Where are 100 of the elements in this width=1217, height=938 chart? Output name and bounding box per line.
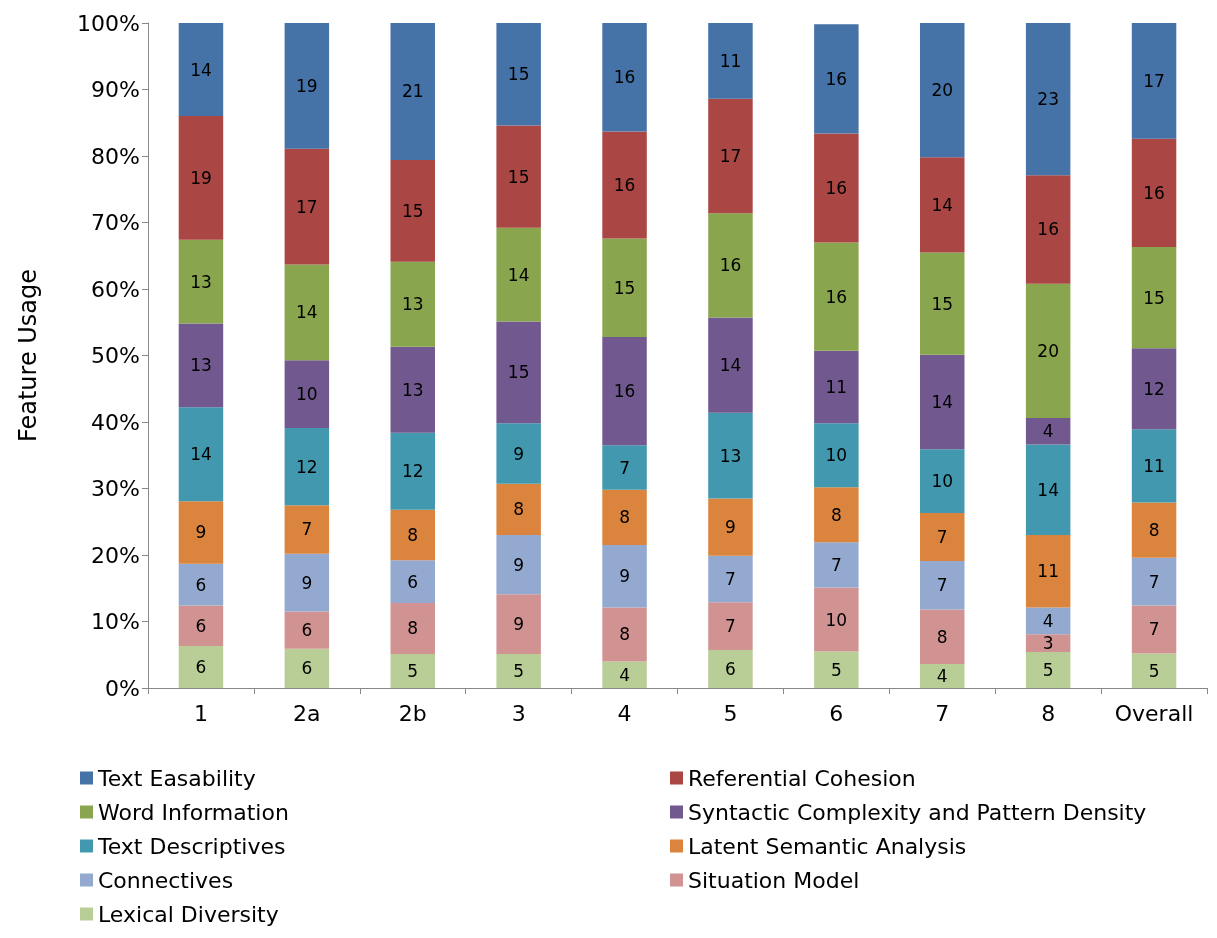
data-label: 16 [613, 174, 636, 195]
data-label: 11 [1037, 561, 1059, 582]
data-label: 6 [407, 571, 419, 592]
data-label: 19 [296, 75, 318, 96]
legend-label: Syntactic Complexity and Pattern Density [688, 799, 1147, 825]
bar [602, 607, 647, 662]
data-label: 17 [719, 146, 742, 166]
x-tick-label: 8 [1041, 700, 1056, 726]
bar [390, 602, 435, 655]
x-tick-label: 2a [293, 700, 321, 726]
bar [814, 133, 859, 243]
data-label: 14 [931, 392, 954, 413]
x-tick-label: 6 [829, 700, 844, 726]
data-label: 10 [296, 384, 318, 405]
x-tick-label: 5 [723, 700, 738, 726]
bar [920, 157, 965, 253]
data-label: 14 [719, 355, 742, 376]
data-label: 6 [725, 659, 736, 680]
data-label: 7 [619, 457, 630, 478]
bar [284, 648, 330, 688]
legend-label: Connectives [98, 867, 234, 893]
data-label: 7 [936, 575, 948, 596]
data-label: 8 [619, 624, 630, 645]
data-label: 3 [1042, 633, 1054, 654]
bar [1025, 652, 1071, 688]
y-tick-label: 80% [91, 143, 140, 169]
data-label: 16 [719, 255, 742, 276]
bar [602, 445, 647, 490]
data-label: 9 [619, 566, 630, 587]
y-tick-label: 10% [91, 609, 140, 634]
bar [602, 489, 647, 546]
data-label: 5 [513, 661, 525, 682]
data-label: 9 [301, 572, 313, 593]
data-label: 15 [931, 293, 954, 314]
data-label: 7 [725, 616, 736, 637]
bar [920, 664, 965, 688]
data-label: 14 [190, 444, 212, 465]
data-label: 12 [401, 461, 424, 482]
bar [708, 650, 753, 688]
bar [284, 148, 330, 265]
data-label: 4 [1042, 610, 1054, 631]
data-label: 8 [1148, 520, 1160, 541]
bar [1131, 605, 1177, 654]
bar [920, 23, 965, 158]
data-label: 8 [407, 618, 419, 639]
data-label: 7 [301, 519, 313, 540]
bar [1131, 247, 1177, 349]
data-label: 14 [931, 194, 954, 215]
legend-label: Word Information [98, 799, 289, 825]
y-tick-label: 90% [91, 77, 140, 102]
bar [496, 125, 541, 228]
data-label: 21 [401, 81, 424, 102]
bar [1025, 607, 1071, 635]
bar [708, 555, 753, 603]
legend-label: Lexical Diversity [98, 901, 279, 927]
x-tick-label: 4 [617, 700, 632, 726]
bar [814, 651, 859, 688]
y-tick-label: 0% [105, 675, 140, 701]
legend-label: Text Descriptives [97, 833, 286, 859]
data-label: 12 [296, 456, 318, 477]
bar [1025, 535, 1071, 608]
data-label: 11 [719, 50, 742, 71]
bar [178, 646, 224, 688]
y-tick-label: 70% [91, 210, 140, 235]
data-label: 10 [931, 471, 954, 492]
data-label: 6 [301, 620, 313, 641]
bar [708, 317, 753, 413]
y-tick-label: 50% [91, 343, 140, 368]
legend-label: Situation Model [688, 867, 860, 893]
bar [1131, 502, 1177, 558]
data-label: 17 [296, 196, 318, 217]
bar [708, 602, 753, 651]
bar [602, 661, 647, 688]
data-label: 19 [190, 167, 212, 188]
data-label: 11 [825, 377, 848, 398]
legend-label: Referential Cohesion [688, 765, 916, 791]
bar [814, 423, 859, 488]
data-label: 7 [1148, 619, 1160, 640]
data-label: 6 [301, 658, 313, 679]
data-label: 13 [401, 294, 424, 315]
bar [920, 354, 965, 450]
data-label: 6 [195, 574, 207, 595]
data-label: 13 [401, 379, 424, 400]
data-label: 16 [1037, 219, 1059, 240]
x-tick-label: 1 [193, 700, 208, 726]
data-label: 16 [613, 381, 636, 402]
bar [390, 346, 435, 433]
bar [814, 542, 859, 588]
bar [920, 449, 965, 514]
bar [814, 350, 859, 424]
bar [708, 412, 753, 499]
bar [920, 560, 965, 610]
bar [284, 505, 330, 554]
bar [920, 252, 965, 355]
data-label: 5 [1042, 660, 1054, 681]
bar [284, 553, 330, 612]
bar [178, 605, 224, 647]
bar [1131, 653, 1177, 688]
data-label: 12 [1143, 378, 1165, 399]
bar [178, 563, 224, 606]
